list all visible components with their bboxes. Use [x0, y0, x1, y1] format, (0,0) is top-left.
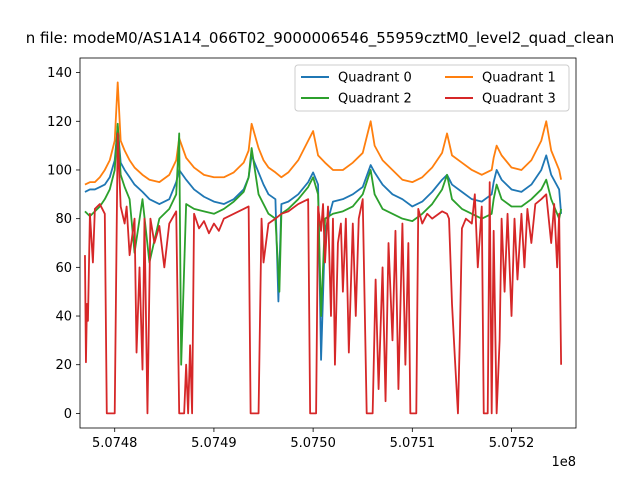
y-tick-label: 20	[55, 358, 72, 373]
y-axis: 0 20 40 60 80 100 120 140	[47, 66, 80, 422]
y-tick-label: 140	[47, 66, 72, 81]
y-tick-label: 100	[47, 163, 72, 178]
x-tick-label: 5.0750	[290, 436, 336, 451]
y-tick-label: 80	[55, 212, 72, 227]
y-tick-label: 60	[55, 261, 72, 276]
series-line-2	[84, 122, 563, 366]
legend-label: Quadrant 3	[482, 92, 556, 107]
y-tick-label: 40	[55, 310, 72, 325]
legend-label: Quadrant 1	[482, 71, 556, 86]
x-tick-label: 5.0748	[92, 436, 138, 451]
legend: Quadrant 0 Quadrant 1 Quadrant 2 Quadrant 3	[294, 64, 570, 112]
x-axis: 5.0748 5.0749 5.0750 5.0751 5.0752	[92, 428, 534, 451]
chart-title: n file: modeM0/AS1A14_066T02_9000006546_…	[26, 29, 615, 48]
x-offset-label: 1e8	[551, 455, 576, 470]
series-line-0	[84, 125, 563, 361]
series-line-1	[84, 81, 563, 186]
legend-label: Quadrant 0	[338, 71, 412, 86]
x-tick-label: 5.0752	[489, 436, 535, 451]
legend-frame	[294, 64, 570, 112]
x-tick-label: 5.0749	[191, 436, 237, 451]
axes-frame	[79, 57, 577, 429]
x-tick-label: 5.0751	[390, 436, 436, 451]
series-line-3	[84, 132, 563, 415]
legend-label: Quadrant 2	[338, 92, 412, 107]
series-layer	[84, 81, 563, 415]
y-tick-label: 0	[64, 407, 72, 422]
y-tick-label: 120	[47, 115, 72, 130]
